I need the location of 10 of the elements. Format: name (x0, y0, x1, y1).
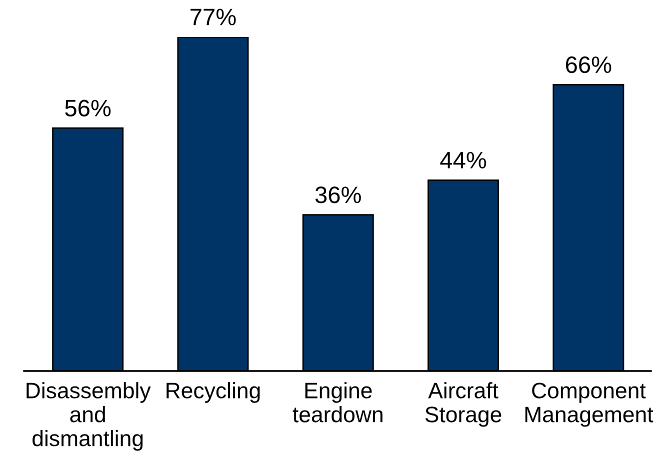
data-label: 36% (315, 186, 361, 204)
data-label: 77% (190, 8, 236, 26)
x-tick-label: Aircraft Storage (425, 382, 502, 427)
data-label: 66% (566, 56, 612, 74)
x-tick-label: Component Management (525, 382, 654, 427)
x-tick-label: Engine teardown (292, 382, 382, 422)
x-tick-label: Disassembly and dismantling (26, 382, 151, 451)
x-tick-label: Recycling (166, 382, 260, 403)
data-label: 44% (440, 152, 486, 168)
data-label: 56% (65, 100, 111, 116)
